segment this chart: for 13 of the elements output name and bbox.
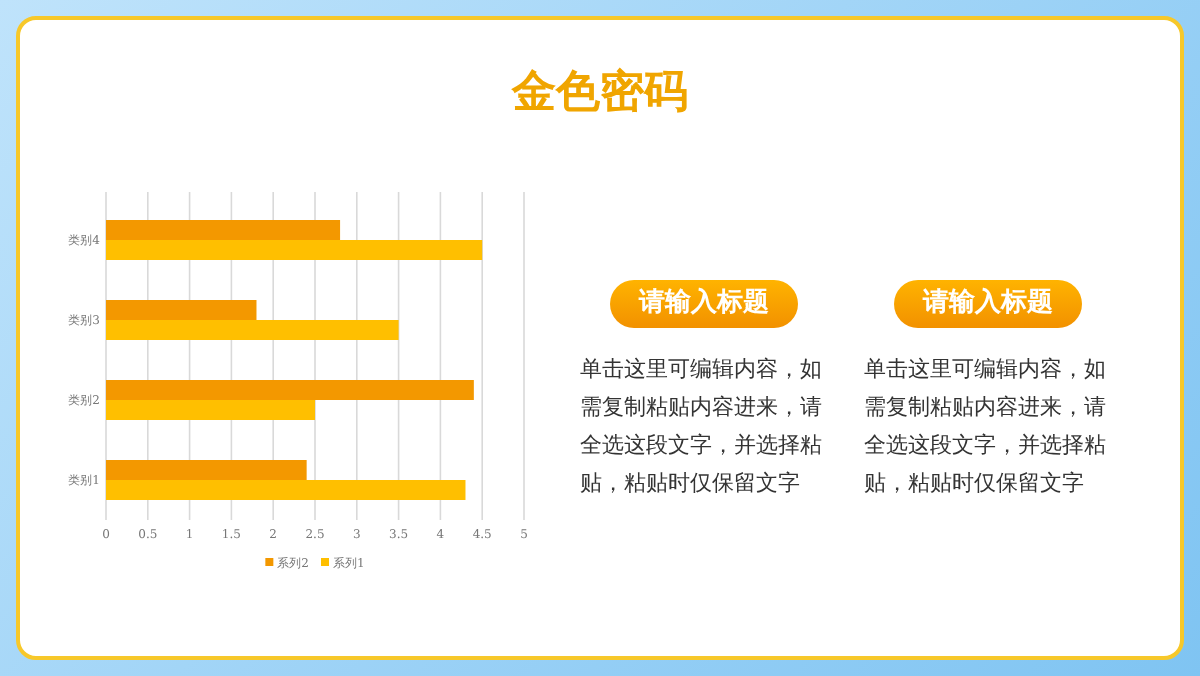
- bar: [106, 300, 257, 320]
- text: 请输入标题: [894, 280, 1082, 328]
- bar: [106, 480, 466, 500]
- chart-title: 金色密码: [510, 66, 688, 118]
- bar: [106, 220, 341, 240]
- text: 请输入标题: [610, 280, 798, 328]
- bar: [106, 240, 483, 260]
- text: 单击这里可编辑内容，如需复制粘贴内容进来，请全选这段文字，并选择粘贴，粘贴时仅保留文字: [580, 354, 824, 500]
- bar: [106, 380, 474, 400]
- bar: [106, 400, 315, 420]
- text: 单击这里可编辑内容，如需复制粘贴内容进来，请全选这段文字，并选择粘贴，粘贴时仅保留文字: [864, 354, 1108, 500]
- bar: [106, 460, 307, 480]
- bar: [106, 320, 399, 340]
